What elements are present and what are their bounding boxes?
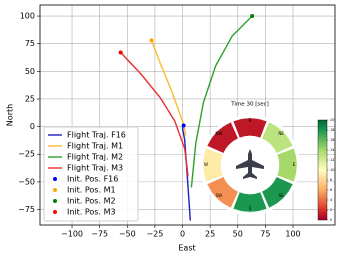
x-tick-label: −50	[119, 230, 136, 239]
legend-label: Flight Traj. M1	[67, 142, 123, 151]
trajectory-line	[150, 40, 187, 136]
direction-sector	[232, 117, 268, 139]
legend-label: Init. Pos. M2	[67, 197, 116, 206]
legend-swatch	[53, 188, 57, 192]
plot-frame	[39, 4, 336, 226]
direction-sector	[206, 176, 239, 209]
trajectory-line	[181, 125, 191, 221]
legend-swatch	[53, 199, 57, 203]
direction-label: N	[249, 118, 252, 123]
direction-label: NW	[215, 131, 222, 136]
legend-label: Init. Pos. M3	[67, 208, 116, 217]
direction-sector	[206, 121, 239, 154]
legend-label: Flight Traj. F16	[67, 131, 126, 140]
legend-label: Flight Traj. M3	[67, 164, 123, 173]
y-tick-label: −50	[18, 177, 35, 186]
y-tick-label: 0	[30, 122, 35, 131]
legend-label: Init. Pos. M1	[67, 186, 116, 195]
y-tick-label: 50	[25, 67, 35, 76]
colorbar-tick-label: 6	[330, 188, 332, 192]
x-tick-label: 75	[260, 230, 270, 239]
legend-swatch	[53, 177, 57, 181]
colorbar-tick-label: 4	[330, 198, 333, 202]
x-tick-label: 25	[205, 230, 215, 239]
direction-sector	[276, 147, 298, 183]
aircraft-icon	[236, 149, 264, 179]
colorbar-tick-label: 10	[330, 168, 334, 172]
x-tick-label: 100	[285, 230, 300, 239]
colorbar-tick-label: 8	[330, 178, 332, 182]
init-position	[250, 14, 255, 19]
x-axis-label: East	[178, 244, 195, 253]
y-tick-label: −25	[18, 150, 35, 159]
y-tick-label: −75	[18, 205, 35, 214]
direction-label: SW	[216, 193, 223, 198]
legend-label: Init. Pos. F16	[67, 175, 118, 184]
init-position	[118, 50, 123, 55]
trajectory-line	[120, 52, 189, 177]
colorbar-tick-label: 14	[330, 148, 335, 152]
direction-label: NE	[278, 131, 284, 136]
direction-sector	[202, 147, 224, 183]
y-tick-label: 25	[25, 94, 35, 103]
x-tick-label: −25	[146, 230, 163, 239]
x-tick-label: 0	[180, 230, 185, 239]
x-tick-label: 50	[233, 230, 243, 239]
colorbar-tick-label: 20	[330, 118, 334, 122]
y-axis-label: North	[6, 104, 15, 126]
legend-box	[43, 126, 139, 222]
direction-label: SE	[279, 193, 285, 198]
trajectory-line	[190, 15, 253, 188]
colorbar-tick-label: 16	[330, 138, 334, 142]
colorbar-tick-label: 2	[330, 208, 332, 212]
direction-label: E	[293, 162, 296, 167]
legend-swatch	[53, 210, 57, 214]
y-tick-label: 100	[20, 12, 35, 21]
init-position	[149, 38, 154, 43]
x-tick-label: −100	[61, 230, 83, 239]
colorbar-tick-label: 12	[330, 158, 334, 162]
colorbar	[317, 119, 328, 221]
direction-sector	[232, 191, 268, 213]
y-tick-label: 75	[25, 39, 35, 48]
init-position	[181, 123, 186, 128]
colorbar-tick-label: 18	[330, 128, 334, 132]
direction-label: W	[204, 162, 208, 167]
direction-sector	[261, 176, 294, 209]
direction-label: S	[249, 206, 252, 211]
direction-sector	[261, 121, 294, 154]
inset-title: Time 30 [sec]	[230, 102, 269, 108]
x-tick-label: −75	[91, 230, 108, 239]
colorbar-tick-label: 0	[330, 218, 332, 222]
legend-label: Flight Traj. M2	[67, 153, 123, 162]
